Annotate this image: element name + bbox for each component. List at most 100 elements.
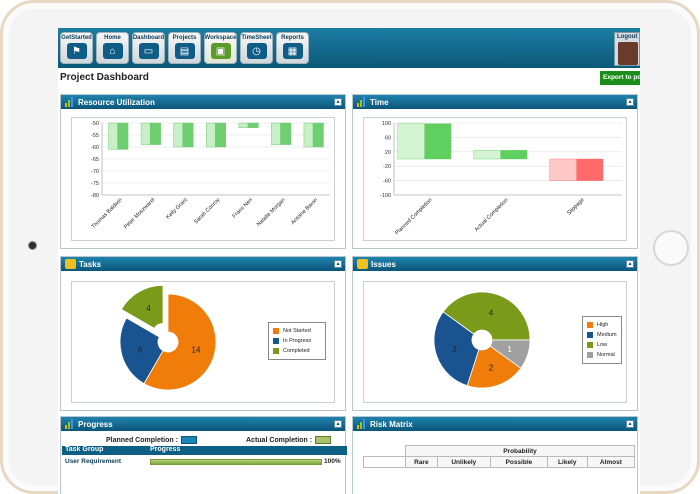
nav-projects[interactable]: Projects ▤ [168,32,201,64]
table-row[interactable]: User Requirement 100% [62,457,347,467]
pie-slice [119,317,164,385]
y-tick-label: -80 [91,193,99,199]
main-nav: GetStarted ⚑ Home ⌂ Dashboard ▭ Projects… [60,32,309,64]
slice-label: 3 [452,345,457,354]
nav-label: Workspace [204,35,237,41]
progress-bar [150,459,322,465]
collapse-icon[interactable]: ▴ [334,260,342,268]
briefcase-icon: ▣ [210,43,231,59]
pie-slice [466,345,522,389]
probability-possible: Possible [489,456,548,468]
panel-title: Time [370,97,389,107]
risk-corner-cell [363,445,406,457]
issues-panel: Issues ▴ 2 3 4 1 High Medium Low Normal [352,256,638,411]
export-pdf-button[interactable]: Export to pdf [600,71,640,85]
bar [576,159,603,181]
bar [500,150,527,159]
panel-header: Risk Matrix ▴ [353,417,637,431]
nav-dashboard[interactable]: Dashboard ▭ [132,32,165,64]
bar [117,123,129,150]
bar-chart-icon [65,419,75,429]
x-tick-label: Thomas Baldwin [91,197,124,230]
bar-chart-icon [65,97,75,107]
progress-panel: Progress ▴ Planned Completion : Actual C… [60,416,347,494]
nav-label: Reports [281,35,304,41]
home-icon: ⌂ [102,43,123,59]
logout-button[interactable]: Logout [614,32,640,66]
y-tick-label: 100 [382,121,391,127]
legend-label: In Progress [283,338,312,344]
panel-title: Resource Utilization [78,97,155,107]
legend-label: Completed [283,348,310,354]
x-tick-label: Antoine Baron [290,197,319,226]
x-tick-label: Slippage [566,197,585,216]
panel-title: Issues [371,259,396,269]
y-tick-label: 20 [385,150,391,156]
avatar [618,42,638,65]
top-nav-bar: GetStarted ⚑ Home ⌂ Dashboard ▭ Projects… [58,28,640,68]
pie-slice [489,339,531,369]
y-tick-label: -50 [91,121,99,127]
column-header-task-group: Task Group [65,446,104,453]
legend-item: Not Started [273,326,321,336]
resource-utilization-panel: Resource Utilization ▴ -50 -55 -60 -65 -70 -7… [60,94,346,249]
nav-home[interactable]: Home ⌂ [96,32,129,64]
bar-chart-icon [357,97,367,107]
legend-label: Normal [597,352,615,358]
legend-item: Completed [273,346,321,356]
slice-label: 14 [192,346,201,355]
panel-header: Progress ▴ [61,417,345,431]
collapse-icon[interactable]: ▴ [334,98,342,106]
x-tick-label: Frans Neri [232,197,254,219]
legend-item: In Progress [273,336,321,346]
slice-label: 4 [489,308,494,317]
legend-item: Low [587,340,617,350]
slice-label: 2 [489,364,494,373]
nav-reports[interactable]: Reports ▦ [276,32,309,64]
y-tick-label: -70 [91,169,99,175]
progress-table-header: Task Group Progress [62,446,347,455]
y-tick-label: -75 [91,181,99,187]
pie-slice [433,311,480,387]
x-tick-label: Peter Moszwarel [123,197,156,230]
pie-slice [120,284,164,329]
nav-label: TimeSheet [241,35,272,41]
nav-timesheet[interactable]: TimeSheet ◷ [240,32,273,64]
collapse-icon[interactable]: ▴ [626,420,634,428]
clock-icon: ◷ [246,43,267,59]
collapse-icon[interactable]: ▴ [334,420,342,428]
legend-label: Not Started [283,328,311,334]
y-tick-label: -55 [91,133,99,139]
panel-header: Tasks ▴ [61,257,345,271]
tasks-chart-box: 14 6 4 Not Started In Progress Completed [71,281,335,403]
y-tick-label: -65 [91,157,99,163]
issues-icon [357,259,368,269]
signpost-icon: ⚑ [66,43,87,59]
camera-icon [28,241,37,250]
projects-icon: ▤ [174,43,195,59]
time-panel: Time ▴ 100 60 20 -20 -60 -100 Planned Completi… [352,94,638,249]
page-title: Project Dashboard [60,72,149,83]
progress-legend: Planned Completion : Actual Completion : [61,434,346,446]
issues-pie-chart: 2 3 4 1 [433,291,531,389]
y-tick-label: -60 [383,179,391,185]
bar [280,123,291,145]
nav-label: Dashboard [132,35,165,41]
collapse-icon[interactable]: ▴ [626,98,634,106]
nav-label: Home [104,35,121,41]
nav-getstarted[interactable]: GetStarted ⚑ [60,32,93,64]
planned-swatch [180,436,197,444]
bar [182,123,194,147]
nav-workspace[interactable]: Workspace ▣ [204,32,237,64]
issues-chart-box: 2 3 4 1 High Medium Low Normal [363,281,627,403]
x-tick-label: Sarah Conroy [193,197,221,225]
bar [215,123,226,147]
logout-label: Logout [617,34,638,40]
collapse-icon[interactable]: ▴ [626,260,634,268]
x-tick-label: Actual Completion [474,197,510,233]
nav-label: GetStarted [61,35,92,41]
panel-header: Time ▴ [353,95,637,109]
tablet-home-button[interactable] [653,230,689,266]
probability-header: Probability [405,445,635,457]
